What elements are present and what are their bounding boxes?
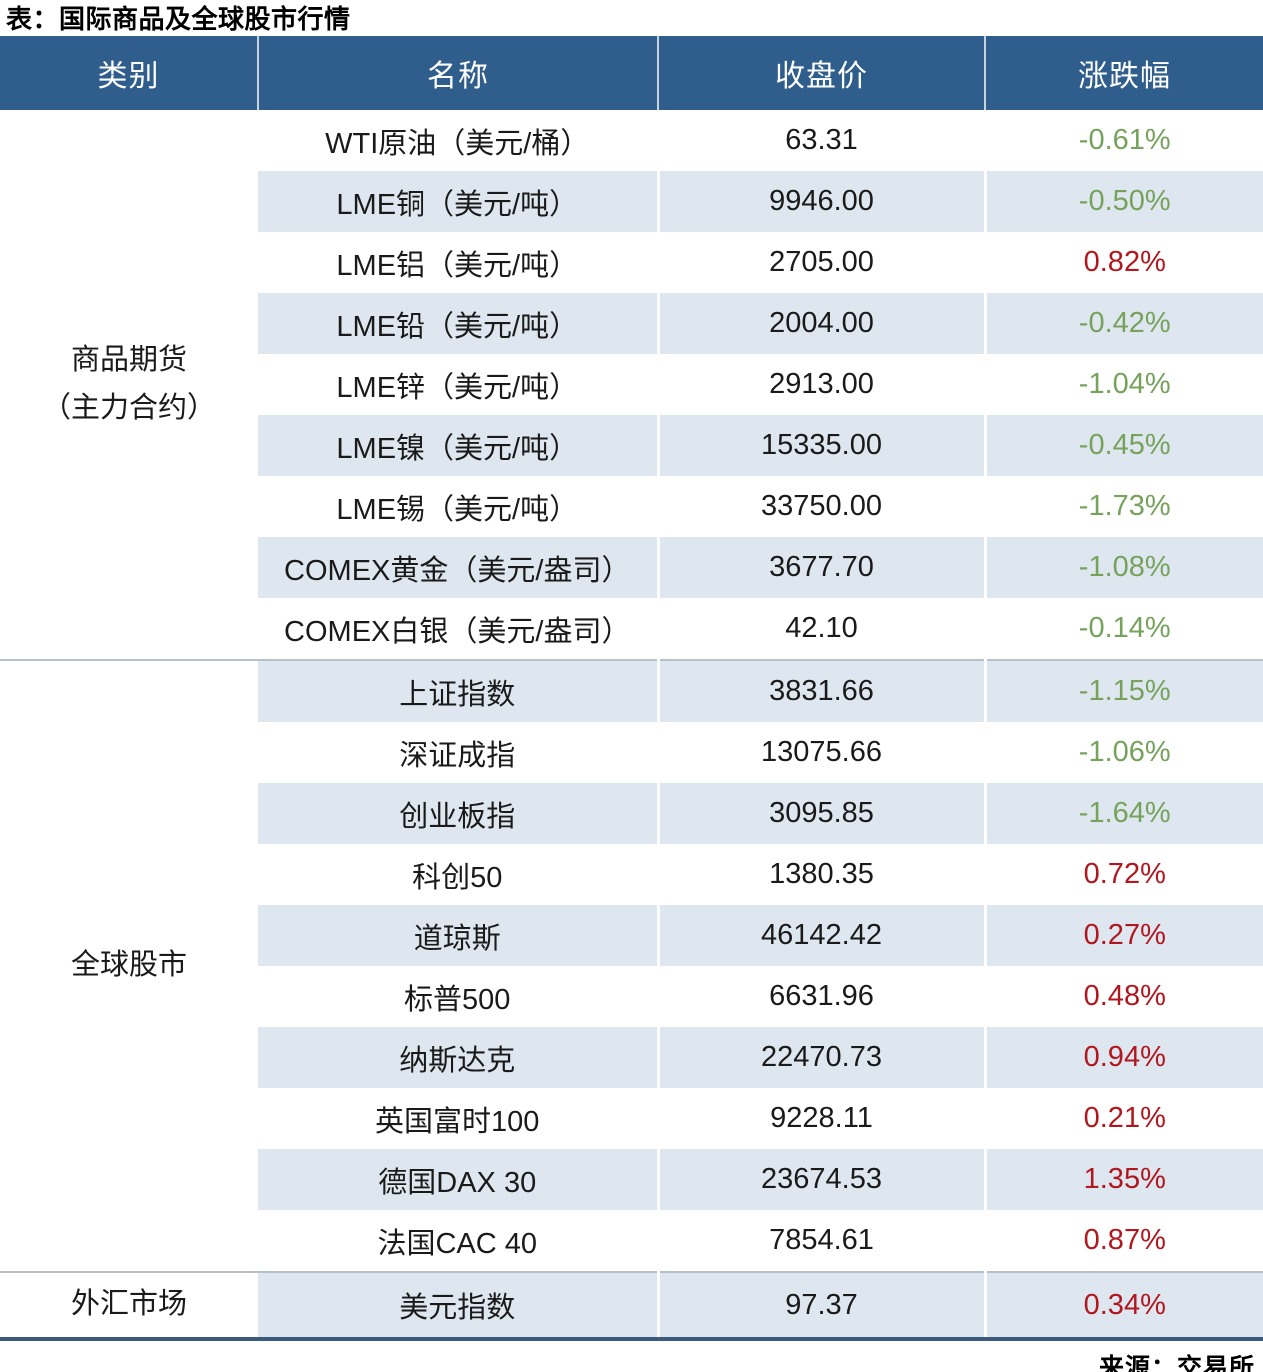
table-row: LME锡（美元/吨） 33750.00 -1.73% (0, 476, 1263, 537)
change-percent-cell: -1.04% (983, 354, 1263, 415)
instrument-name-cell: 英国富时100 (258, 1088, 658, 1149)
table-row: 标普500 6631.96 0.48% (0, 966, 1263, 1027)
category-cell: 全球股市 (0, 659, 258, 1272)
table-row: 法国CAC 40 7854.61 0.87% (0, 1210, 1263, 1272)
instrument-name-cell: COMEX白银（美元/盎司） (258, 598, 658, 660)
table-row: LME铝（美元/吨） 2705.00 0.82% (0, 232, 1263, 293)
change-percent-cell: 0.34% (983, 1271, 1263, 1339)
category-label-line: 商品期货 (70, 343, 187, 376)
close-price-cell: 23674.53 (656, 1149, 985, 1210)
instrument-name-cell: 美元指数 (258, 1271, 658, 1339)
table-row: LME铜（美元/吨） 9946.00 -0.50% (0, 171, 1263, 232)
instrument-name-cell: 标普500 (258, 966, 658, 1027)
close-price-cell: 42.10 (656, 598, 985, 660)
table-row: LME铅（美元/吨） 2004.00 -0.42% (0, 293, 1263, 354)
change-percent-cell: 0.48% (983, 966, 1263, 1027)
change-percent-cell: -1.64% (983, 783, 1263, 844)
close-price-cell: 13075.66 (656, 722, 985, 783)
close-price-cell: 63.31 (656, 110, 985, 171)
close-price-cell: 2913.00 (656, 354, 985, 415)
instrument-name-cell: LME锡（美元/吨） (258, 476, 658, 537)
instrument-name-cell: LME铅（美元/吨） (258, 293, 658, 354)
category-label-line: 全球股市 (70, 949, 187, 982)
close-price-cell: 33750.00 (656, 476, 985, 537)
instrument-name-cell: WTI原油（美元/桶） (258, 110, 658, 171)
change-percent-cell: 0.21% (983, 1088, 1263, 1149)
change-percent-cell: 0.94% (983, 1027, 1263, 1088)
column-header-0: 类别 (0, 36, 258, 110)
table-row: COMEX白银（美元/盎司） 42.10 -0.14% (0, 598, 1263, 660)
close-price-cell: 97.37 (656, 1271, 985, 1339)
change-percent-cell: -1.73% (983, 476, 1263, 537)
category-cell: 外汇市场 (0, 1271, 258, 1339)
column-header-2: 收盘价 (657, 36, 985, 110)
source-label: 来源：交易所 (1098, 1354, 1255, 1372)
close-price-cell: 3095.85 (656, 783, 985, 844)
category-cell: 商品期货 （主力合约） (0, 110, 258, 660)
instrument-name-cell: COMEX黄金（美元/盎司） (258, 537, 658, 598)
close-price-cell: 2705.00 (656, 232, 985, 293)
table-row: 深证成指 13075.66 -1.06% (0, 722, 1263, 783)
category-label-line: 外汇市场 (70, 1288, 187, 1321)
table-row: 纳斯达克 22470.73 0.94% (0, 1027, 1263, 1088)
table-row: 德国DAX 30 23674.53 1.35% (0, 1149, 1263, 1210)
close-price-cell: 9946.00 (656, 171, 985, 232)
change-percent-cell: 0.82% (983, 232, 1263, 293)
table-row: 创业板指 3095.85 -1.64% (0, 783, 1263, 844)
instrument-name-cell: LME镍（美元/吨） (258, 415, 658, 476)
column-header-3: 涨跌幅 (984, 36, 1263, 110)
instrument-name-cell: LME锌（美元/吨） (258, 354, 658, 415)
change-percent-cell: -0.42% (983, 293, 1263, 354)
instrument-name-cell: LME铜（美元/吨） (258, 171, 658, 232)
table-row: 道琼斯 46142.42 0.27% (0, 905, 1263, 966)
close-price-cell: 6631.96 (656, 966, 985, 1027)
instrument-name-cell: 创业板指 (258, 783, 658, 844)
table-row: LME锌（美元/吨） 2913.00 -1.04% (0, 354, 1263, 415)
close-price-cell: 46142.42 (656, 905, 985, 966)
instrument-name-cell: 道琼斯 (258, 905, 658, 966)
instrument-name-cell: 上证指数 (258, 659, 658, 722)
change-percent-cell: -1.15% (983, 659, 1263, 722)
change-percent-cell: 0.72% (983, 844, 1263, 905)
table-row: 英国富时100 9228.11 0.21% (0, 1088, 1263, 1149)
change-percent-cell: -0.61% (983, 110, 1263, 171)
category-label-line: （主力合约） (41, 391, 216, 424)
table-row: 商品期货 （主力合约） WTI原油（美元/桶） 63.31 -0.61% (0, 110, 1263, 660)
table-row: 外汇市场 美元指数 97.37 0.34% (0, 1271, 1263, 1339)
close-price-cell: 9228.11 (656, 1088, 985, 1149)
instrument-name-cell: 深证成指 (258, 722, 658, 783)
table-header-row: 类别 名称 收盘价 涨跌幅 (0, 36, 1263, 110)
close-price-cell: 22470.73 (656, 1027, 985, 1088)
close-price-cell: 3677.70 (656, 537, 985, 598)
change-percent-cell: -0.45% (983, 415, 1263, 476)
column-header-1: 名称 (257, 36, 658, 110)
instrument-name-cell: 科创50 (258, 844, 658, 905)
change-percent-cell: -0.14% (983, 598, 1263, 660)
instrument-name-cell: 纳斯达克 (258, 1027, 658, 1088)
change-percent-cell: -1.06% (983, 722, 1263, 783)
close-price-cell: 15335.00 (656, 415, 985, 476)
table-row: 科创50 1380.35 0.72% (0, 844, 1263, 905)
table-row: LME镍（美元/吨） 15335.00 -0.45% (0, 415, 1263, 476)
market-table: 类别 名称 收盘价 涨跌幅 商品期货 （主力合约） WTI原油（美元/桶） 63.31 -0.… (0, 36, 1263, 1341)
table-title: 表：国际商品及全球股市行情 (6, 4, 351, 34)
change-percent-cell: -0.50% (983, 171, 1263, 232)
table-row: 全球股市 上证指数 3831.66 -1.15% (0, 659, 1263, 1272)
table-row: COMEX黄金（美元/盎司） 3677.70 -1.08% (0, 537, 1263, 598)
close-price-cell: 2004.00 (656, 293, 985, 354)
change-percent-cell: 0.87% (983, 1210, 1263, 1272)
close-price-cell: 3831.66 (656, 659, 985, 722)
close-price-cell: 7854.61 (656, 1210, 985, 1272)
instrument-name-cell: 德国DAX 30 (258, 1149, 658, 1210)
close-price-cell: 1380.35 (656, 844, 985, 905)
change-percent-cell: -1.08% (983, 537, 1263, 598)
change-percent-cell: 1.35% (983, 1149, 1263, 1210)
change-percent-cell: 0.27% (983, 905, 1263, 966)
instrument-name-cell: LME铝（美元/吨） (258, 232, 658, 293)
instrument-name-cell: 法国CAC 40 (258, 1210, 658, 1272)
